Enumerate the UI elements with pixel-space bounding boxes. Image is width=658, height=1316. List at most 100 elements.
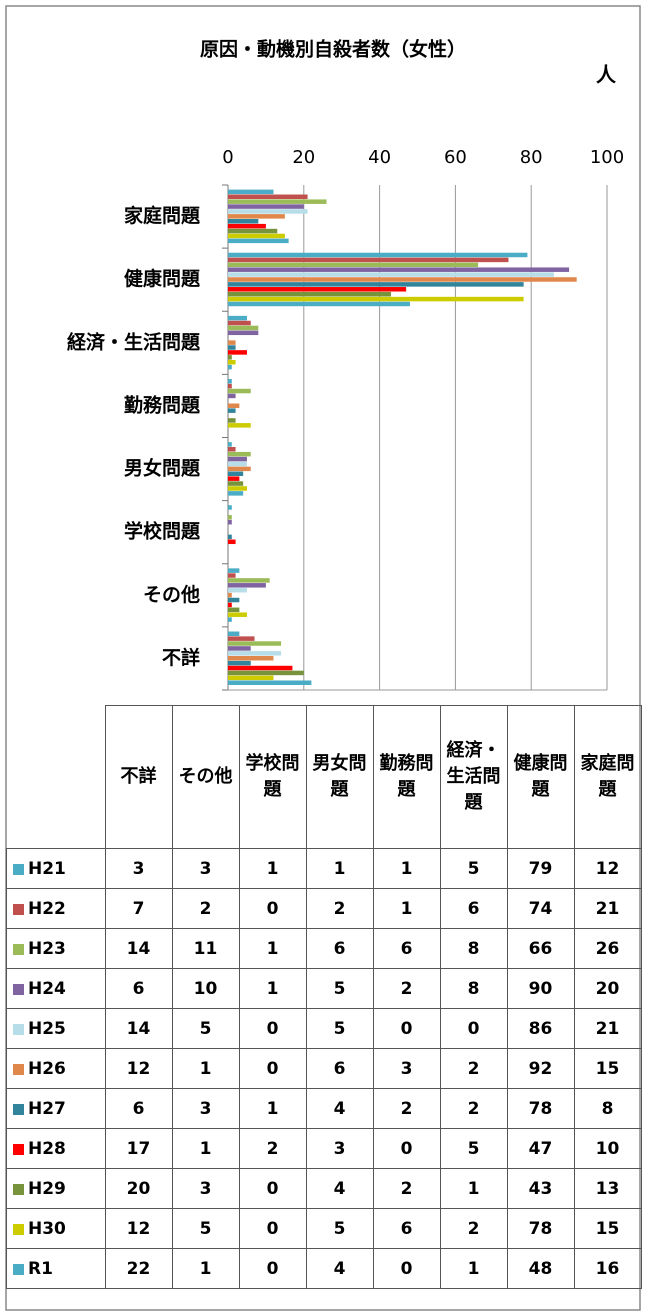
cell: 90	[506, 968, 575, 1009]
cell: 21	[573, 1008, 642, 1049]
bar	[228, 325, 259, 331]
cell: 92	[506, 1048, 575, 1089]
cell: 2	[372, 1168, 441, 1209]
cell: 2	[439, 1088, 508, 1129]
cell: 5	[171, 1008, 240, 1049]
legend-label: H21	[28, 858, 66, 879]
cell: 7	[104, 888, 173, 929]
cell: 5	[439, 848, 508, 889]
bar	[228, 408, 236, 413]
bar	[228, 578, 270, 583]
y-tick-label: 勤務問題	[124, 393, 201, 416]
cell: 0	[238, 888, 307, 929]
legend-key	[13, 1063, 24, 1075]
bar	[228, 340, 236, 345]
bar	[228, 282, 524, 287]
bar	[228, 466, 251, 472]
column-header: 勤務問題	[372, 705, 441, 849]
bar	[228, 680, 312, 685]
y-tick-label: その他	[143, 583, 200, 606]
bar	[228, 423, 251, 428]
bar	[228, 456, 247, 462]
cell: 0	[238, 1208, 307, 1249]
y-tick-label: 男女問題	[124, 457, 201, 480]
bar	[228, 505, 232, 510]
cell: 3	[372, 1048, 441, 1089]
table-row: H21 3 3 1 1 1 5 79 12	[6, 848, 642, 889]
bar	[228, 272, 554, 277]
bar	[228, 355, 232, 360]
table-row: H23 14 11 1 6 6 8 66 26	[6, 928, 642, 969]
y-tick-label: 不詳	[162, 646, 200, 669]
row-header: H27	[6, 1088, 106, 1129]
legend-label: H27	[28, 1098, 66, 1119]
cell: 3	[171, 1088, 240, 1129]
unit-label: 人	[596, 63, 617, 87]
cell: 10	[171, 968, 240, 1009]
row-header: H25	[6, 1008, 106, 1049]
cell: 26	[573, 928, 642, 969]
row-header: H30	[6, 1208, 106, 1249]
bar	[228, 418, 236, 423]
table-row: H28 17 1 2 3 0 5 47 10	[6, 1128, 642, 1169]
bar	[228, 442, 232, 447]
column-header: 健康問題	[506, 705, 575, 849]
cell: 10	[573, 1128, 642, 1169]
bar	[228, 252, 528, 258]
legend-label: H30	[28, 1218, 66, 1239]
frame	[5, 5, 641, 1311]
bar	[228, 587, 247, 593]
cell: 21	[573, 888, 642, 929]
bar	[228, 364, 232, 370]
row-header: H21	[6, 848, 106, 889]
bar	[228, 383, 232, 389]
cell: 2	[372, 968, 441, 1009]
table-row: R1 22 1 0 4 0 1 48 16	[6, 1248, 642, 1289]
bar	[228, 583, 266, 588]
row-header: H28	[6, 1128, 106, 1169]
cell: 0	[372, 1248, 441, 1289]
cell: 2	[439, 1208, 508, 1249]
cell: 1	[171, 1048, 240, 1089]
cell: 1	[238, 848, 307, 889]
cell: 1	[171, 1128, 240, 1169]
bar	[228, 214, 285, 219]
cell: 3	[104, 848, 173, 889]
cell: 78	[506, 1208, 575, 1249]
column-header: 不詳	[104, 705, 173, 849]
bar	[228, 287, 407, 292]
bar	[228, 350, 247, 355]
table-row: H30 12 5 0 5 6 2 78 15	[6, 1208, 642, 1249]
cell: 0	[238, 1168, 307, 1209]
bar	[228, 378, 232, 384]
cell: 0	[372, 1128, 441, 1169]
cell: 16	[573, 1248, 642, 1289]
cell: 1	[305, 848, 374, 889]
row-header: R1	[6, 1248, 106, 1289]
legend-label: H28	[28, 1138, 66, 1159]
table-row: H29 20 3 0 4 2 1 43 13	[6, 1168, 642, 1209]
cell: 12	[104, 1208, 173, 1249]
cell: 12	[573, 848, 642, 889]
y-tick-label: 経済・生活問題	[67, 330, 201, 353]
bar	[228, 612, 247, 617]
cell: 74	[506, 888, 575, 929]
cell: 6	[372, 1208, 441, 1249]
cell: 6	[305, 928, 374, 969]
bar	[228, 403, 240, 408]
cell: 3	[171, 848, 240, 889]
row-header: H24	[6, 968, 106, 1009]
column-header: 学校問題	[238, 705, 307, 849]
chart-title: 原因・動機別自殺者数（女性）	[200, 38, 466, 61]
bar	[228, 646, 251, 651]
bar	[228, 296, 524, 302]
bar	[228, 330, 259, 336]
bar	[228, 267, 570, 272]
cell: 2	[238, 1128, 307, 1169]
cell: 1	[238, 968, 307, 1009]
bar	[228, 539, 236, 545]
x-tick-label: 100	[590, 147, 624, 168]
bar	[228, 631, 240, 636]
bar	[228, 515, 232, 520]
bar	[228, 636, 255, 641]
